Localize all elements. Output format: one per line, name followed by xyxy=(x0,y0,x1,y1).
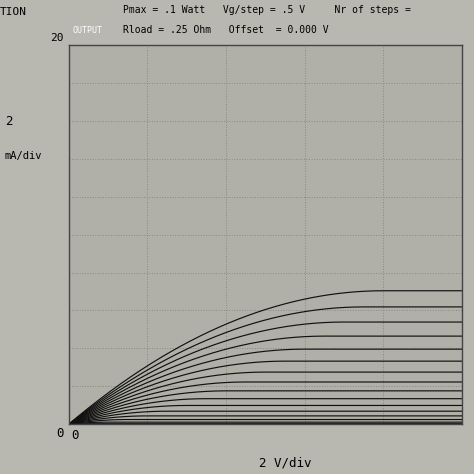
Text: 2 V/div: 2 V/div xyxy=(259,456,311,469)
Text: 20: 20 xyxy=(51,33,64,43)
Text: mA/div: mA/div xyxy=(5,151,42,161)
Text: OUTPUT: OUTPUT xyxy=(73,27,103,36)
Text: 0: 0 xyxy=(71,429,79,442)
Text: 0: 0 xyxy=(56,427,64,439)
Text: Rload = .25 Ohm   Offset  = 0.000 V: Rload = .25 Ohm Offset = 0.000 V xyxy=(123,25,329,35)
Text: Pmax = .1 Watt   Vg/step = .5 V     Nr of steps =: Pmax = .1 Watt Vg/step = .5 V Nr of step… xyxy=(123,5,411,15)
Text: TION: TION xyxy=(0,7,27,17)
Text: 2: 2 xyxy=(5,116,12,128)
